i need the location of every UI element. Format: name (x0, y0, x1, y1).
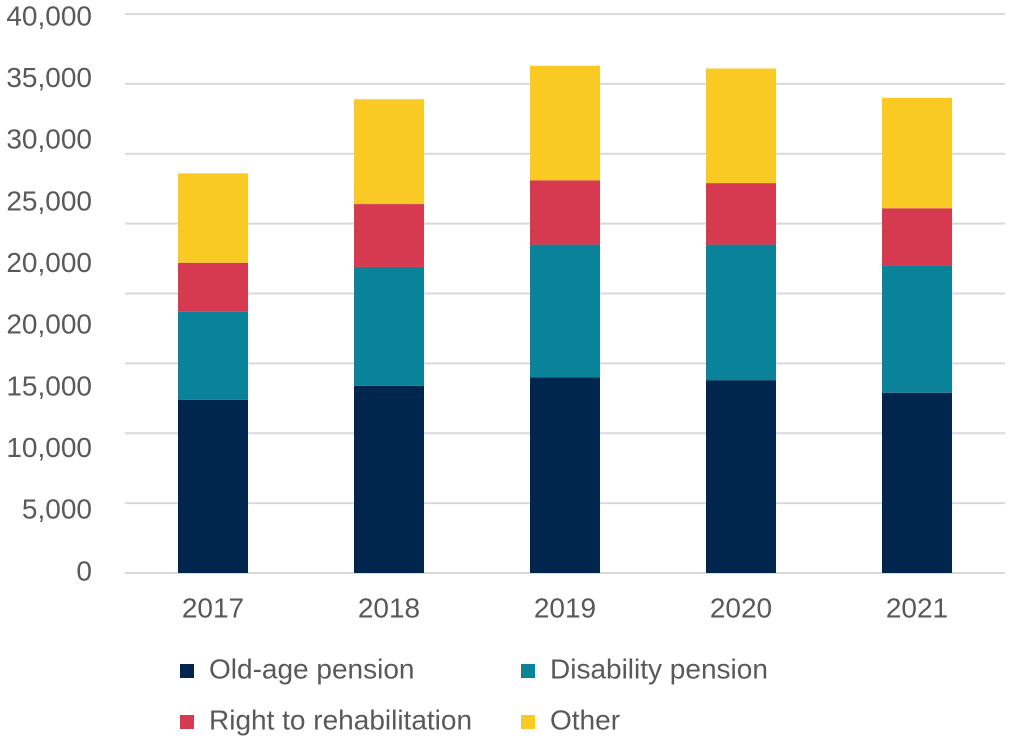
bar-segment (354, 266, 424, 386)
y-tick-label: 40,000 (6, 0, 92, 31)
bar-segment (178, 311, 248, 400)
legend-swatch (180, 715, 194, 729)
bar-segment (530, 244, 600, 378)
y-tick-label: 15,000 (6, 370, 92, 401)
x-tick-label: 2020 (710, 592, 772, 623)
bar-segment (354, 385, 424, 573)
x-tick-label: 2019 (534, 592, 596, 623)
bar-segment (530, 65, 600, 181)
y-tick-label: 25,000 (6, 185, 92, 216)
bar-segment (354, 204, 424, 267)
y-tick-label: 10,000 (6, 432, 92, 463)
bar-segment (354, 99, 424, 205)
legend-label: Disability pension (550, 653, 768, 684)
legend-swatch (180, 664, 194, 678)
bar-segment (706, 244, 776, 381)
bar-segment (882, 265, 952, 393)
legend-swatch (521, 664, 535, 678)
bar-segment (882, 392, 952, 573)
bar-segment (178, 399, 248, 573)
x-tick-label: 2017 (182, 592, 244, 623)
x-tick-label: 2018 (358, 592, 420, 623)
bar-segment (178, 262, 248, 312)
legend-label: Right to rehabilitation (209, 704, 472, 735)
y-tick-label: 5,000 (22, 494, 92, 525)
y-tick-label: 30,000 (6, 124, 92, 155)
bar-segment (706, 68, 776, 184)
legend-label: Old-age pension (209, 653, 414, 684)
y-tick-label: 0 (76, 555, 92, 586)
bar-segment (530, 377, 600, 573)
bar-segment (706, 183, 776, 245)
bar-segment (882, 208, 952, 266)
legend-label: Other (550, 704, 620, 735)
bar-segment (706, 380, 776, 573)
y-tick-label: 20,000 (6, 309, 92, 340)
y-tick-label: 35,000 (6, 62, 92, 93)
bar-segment (882, 97, 952, 209)
bar-segment (178, 173, 248, 263)
x-tick-label: 2021 (886, 592, 948, 623)
legend-swatch (521, 715, 535, 729)
bar-segment (530, 180, 600, 245)
y-tick-label: 20,000 (6, 247, 92, 278)
